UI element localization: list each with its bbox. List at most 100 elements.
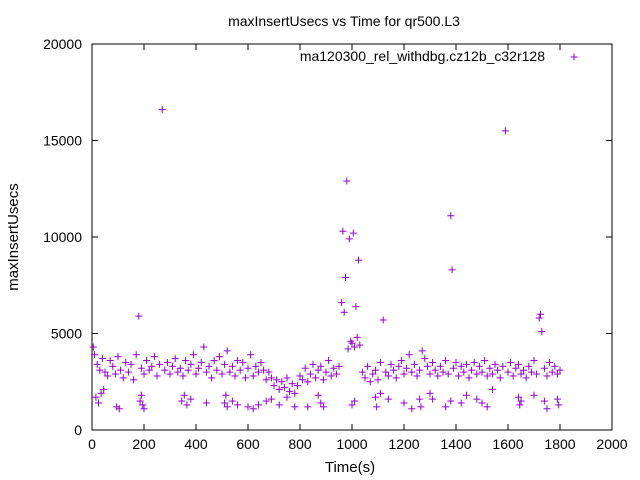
data-point [543, 405, 551, 413]
data-point [496, 374, 504, 382]
data-point [384, 395, 392, 403]
chart-title: maxInsertUsecs vs Time for qr500.L3 [228, 13, 460, 29]
data-point [392, 374, 400, 382]
data-point [371, 393, 379, 401]
data-point [197, 358, 205, 366]
data-point [252, 362, 260, 370]
data-point [462, 391, 470, 399]
data-point [161, 366, 169, 374]
data-point [304, 403, 312, 411]
data-point [130, 376, 138, 384]
data-point [273, 376, 281, 384]
data-point [213, 366, 221, 374]
data-point [210, 357, 218, 365]
data-point [291, 389, 299, 397]
data-point [382, 368, 390, 376]
data-point [135, 312, 143, 320]
data-point [223, 347, 231, 355]
data-point [317, 362, 325, 370]
data-point [184, 366, 192, 374]
data-point [257, 358, 265, 366]
data-point [338, 299, 346, 307]
data-point [384, 372, 392, 380]
data-point [455, 372, 463, 380]
data-point [260, 366, 268, 374]
data-point [187, 360, 195, 368]
data-point [145, 366, 153, 374]
data-point [293, 382, 301, 390]
y-tick-label: 5000 [51, 326, 82, 342]
data-point [538, 328, 546, 336]
data-point [247, 351, 255, 359]
data-point [364, 362, 372, 370]
data-point [349, 229, 357, 237]
data-point [187, 395, 195, 403]
data-point [345, 235, 353, 243]
data-point [275, 385, 283, 393]
data-point [556, 366, 564, 374]
data-point [356, 341, 364, 349]
data-point [91, 351, 99, 359]
data-point [332, 370, 340, 378]
x-tick-label: 0 [88, 436, 96, 452]
data-point [555, 401, 563, 409]
data-point [400, 370, 408, 378]
data-point [180, 391, 188, 399]
data-point [158, 106, 166, 114]
data-point [408, 368, 416, 376]
x-tick-label: 200 [132, 436, 156, 452]
data-point [317, 399, 325, 407]
data-point [291, 403, 299, 411]
data-point [535, 314, 543, 322]
data-point [223, 403, 231, 411]
data-point [501, 127, 509, 135]
data-point [520, 366, 528, 374]
x-tick-label: 400 [184, 436, 208, 452]
data-point [355, 256, 362, 264]
data-point [136, 397, 144, 405]
data-point [548, 368, 556, 376]
data-point [101, 368, 109, 376]
data-point [387, 360, 395, 368]
data-point [239, 358, 247, 366]
data-point [335, 362, 343, 370]
data-point [98, 355, 106, 363]
data-point [96, 366, 104, 374]
data-point [119, 374, 127, 382]
data-point [265, 368, 273, 376]
data-point [106, 357, 114, 365]
data-point [431, 366, 439, 374]
data-point [339, 227, 347, 235]
data-point [132, 351, 140, 359]
data-point [530, 391, 538, 399]
x-tick-label: 1800 [544, 436, 575, 452]
data-point [114, 353, 122, 361]
data-point [137, 364, 145, 372]
data-point [507, 358, 515, 366]
x-tick-label: 1000 [336, 436, 367, 452]
data-point [226, 368, 234, 376]
legend-label: ma120300_rel_withdbg.cz12b_c32r128 [300, 48, 545, 64]
data-point [429, 358, 437, 366]
data-point [169, 362, 177, 370]
data-point [299, 376, 307, 384]
legend-marker-symbol [570, 53, 578, 61]
data-point [400, 399, 408, 407]
data-point [221, 399, 229, 407]
data-point [353, 333, 361, 341]
data-point [163, 358, 171, 366]
x-tick-label: 600 [236, 436, 260, 452]
data-point [499, 362, 507, 370]
data-point [234, 401, 242, 409]
data-point [148, 362, 156, 370]
data-point [249, 405, 257, 413]
data-point [192, 370, 200, 378]
data-point [189, 351, 197, 359]
data-point [486, 364, 494, 372]
data-point [171, 355, 179, 363]
data-point [442, 357, 450, 365]
data-point [494, 366, 502, 374]
legend: ma120300_rel_withdbg.cz12b_c32r128 [300, 48, 578, 64]
data-point [124, 368, 132, 376]
